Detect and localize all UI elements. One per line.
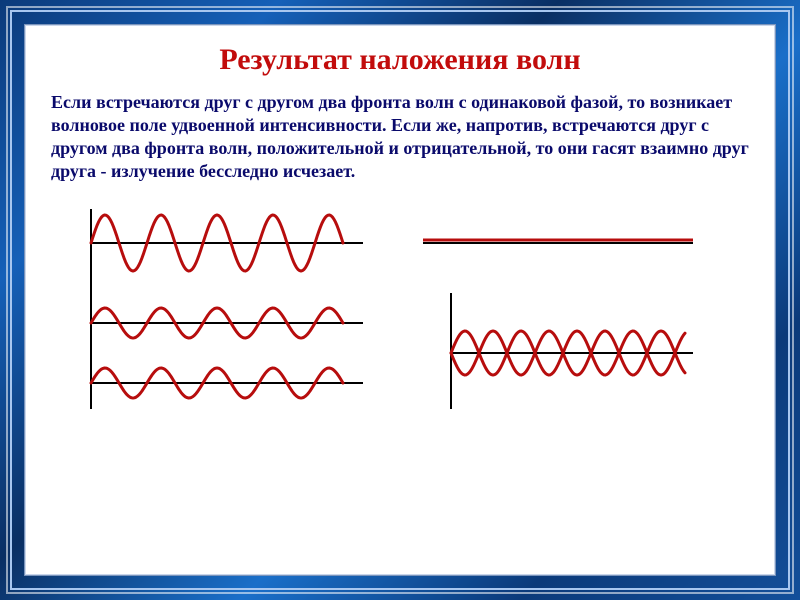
outer-frame: Результат наложения волн Если встречаютс… — [0, 0, 800, 600]
content-sheet: Результат наложения волн Если встречаютс… — [24, 24, 776, 576]
diagrams-row — [51, 203, 749, 413]
destructive-svg — [423, 203, 713, 413]
body-text: Если встречаются друг с другом два фронт… — [51, 91, 749, 183]
constructive-svg — [63, 203, 373, 413]
diagram-constructive — [63, 203, 373, 413]
diagram-destructive — [423, 203, 713, 413]
page-title: Результат наложения волн — [51, 43, 749, 77]
